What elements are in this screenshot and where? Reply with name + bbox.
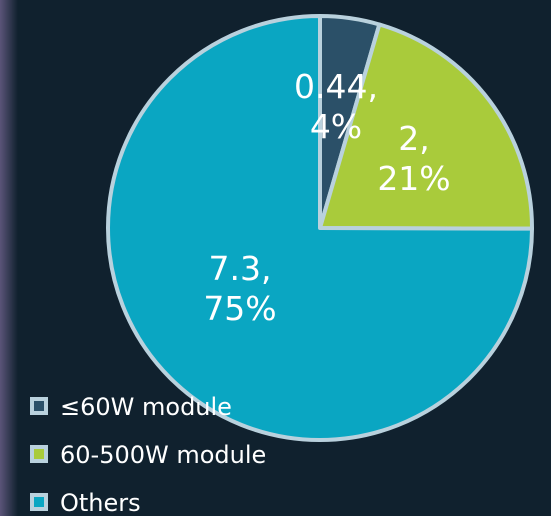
legend-label: Others xyxy=(60,489,141,516)
pie-slice xyxy=(318,22,534,231)
data-label-line: 2, xyxy=(398,119,430,158)
data-label: 0.44, 4% xyxy=(294,67,378,146)
data-label: 7.3, 75% xyxy=(203,249,276,328)
data-label-line: 21% xyxy=(377,159,450,198)
legend-label: 60-500W module xyxy=(60,441,266,469)
legend-swatch-fill xyxy=(34,401,44,411)
background-edge xyxy=(0,0,18,516)
legend-label: ≤60W module xyxy=(60,393,232,421)
data-label-line: 4% xyxy=(310,107,362,146)
legend-swatch-fill xyxy=(34,449,44,459)
data-label-line: 7.3, xyxy=(209,249,272,288)
data-label-line: 75% xyxy=(203,289,276,328)
pie-slice xyxy=(106,14,534,442)
data-label: 2, 21% xyxy=(377,119,450,198)
data-label-line: 0.44, xyxy=(294,67,378,106)
legend-swatch-fill xyxy=(34,497,44,507)
